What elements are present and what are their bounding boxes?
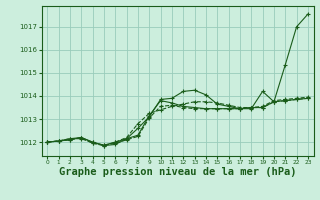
X-axis label: Graphe pression niveau de la mer (hPa): Graphe pression niveau de la mer (hPa): [59, 167, 296, 177]
